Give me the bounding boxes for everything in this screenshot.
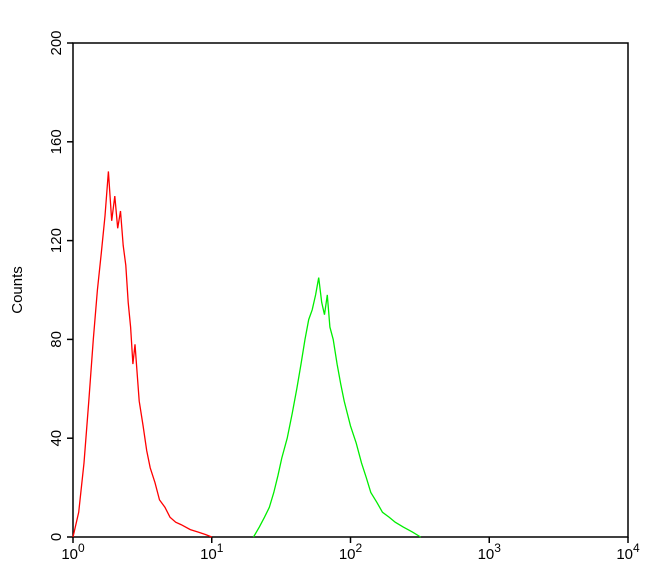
y-tick-label: 120 bbox=[48, 228, 65, 253]
x-tick-label: 102 bbox=[339, 541, 363, 563]
tick-base: 10 bbox=[61, 546, 78, 563]
histogram-line bbox=[252, 277, 421, 538]
tick-exponent: 0 bbox=[78, 541, 85, 555]
histogram-line bbox=[72, 171, 213, 538]
tick-base: 10 bbox=[339, 546, 356, 563]
x-tick-label: 100 bbox=[61, 541, 85, 563]
y-tick-label: 40 bbox=[48, 430, 65, 447]
x-tick-label: 103 bbox=[478, 541, 502, 563]
y-tick-label: 80 bbox=[48, 331, 65, 348]
x-tick-label: 101 bbox=[200, 541, 224, 563]
x-tick-label: 104 bbox=[616, 541, 640, 563]
y-tick-label: 160 bbox=[48, 129, 65, 154]
y-tick-label: 200 bbox=[48, 30, 65, 55]
tick-exponent: 1 bbox=[217, 541, 224, 555]
tick-exponent: 4 bbox=[633, 541, 640, 555]
tick-exponent: 2 bbox=[356, 541, 363, 555]
tick-exponent: 3 bbox=[494, 541, 501, 555]
y-tick-label: 0 bbox=[48, 533, 65, 541]
tick-base: 10 bbox=[478, 546, 495, 563]
plot-frame bbox=[72, 42, 629, 538]
tick-base: 10 bbox=[616, 546, 633, 563]
y-axis-label: Counts bbox=[9, 266, 26, 314]
tick-base: 10 bbox=[200, 546, 217, 563]
